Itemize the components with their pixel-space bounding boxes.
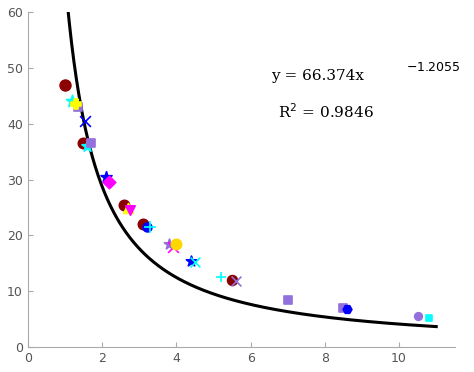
Point <box>217 275 225 280</box>
Point <box>228 277 236 283</box>
Point <box>284 297 292 303</box>
Point <box>83 143 91 149</box>
Point <box>72 101 80 107</box>
Point <box>87 140 95 146</box>
Text: y = 66.374x: y = 66.374x <box>271 69 364 83</box>
Point <box>139 221 146 227</box>
Point <box>425 315 433 321</box>
Point <box>124 205 132 211</box>
Point <box>74 104 82 110</box>
Point <box>120 202 128 208</box>
Text: R$^2$ = 0.9846: R$^2$ = 0.9846 <box>278 102 374 121</box>
Point <box>126 207 134 213</box>
Point <box>102 174 109 180</box>
Point <box>82 118 89 124</box>
Text: $-1.2055$: $-1.2055$ <box>406 61 460 74</box>
Point <box>232 278 239 284</box>
Point <box>143 224 150 230</box>
Point <box>187 258 195 264</box>
Point <box>343 306 351 312</box>
Point <box>414 314 421 320</box>
Point <box>146 224 154 230</box>
Point <box>165 241 173 247</box>
Point <box>69 98 76 104</box>
Point <box>191 259 199 265</box>
Point <box>61 81 69 87</box>
Point <box>169 244 176 250</box>
Point <box>80 140 87 146</box>
Point <box>339 305 347 311</box>
Point <box>106 179 113 185</box>
Point <box>173 241 180 247</box>
